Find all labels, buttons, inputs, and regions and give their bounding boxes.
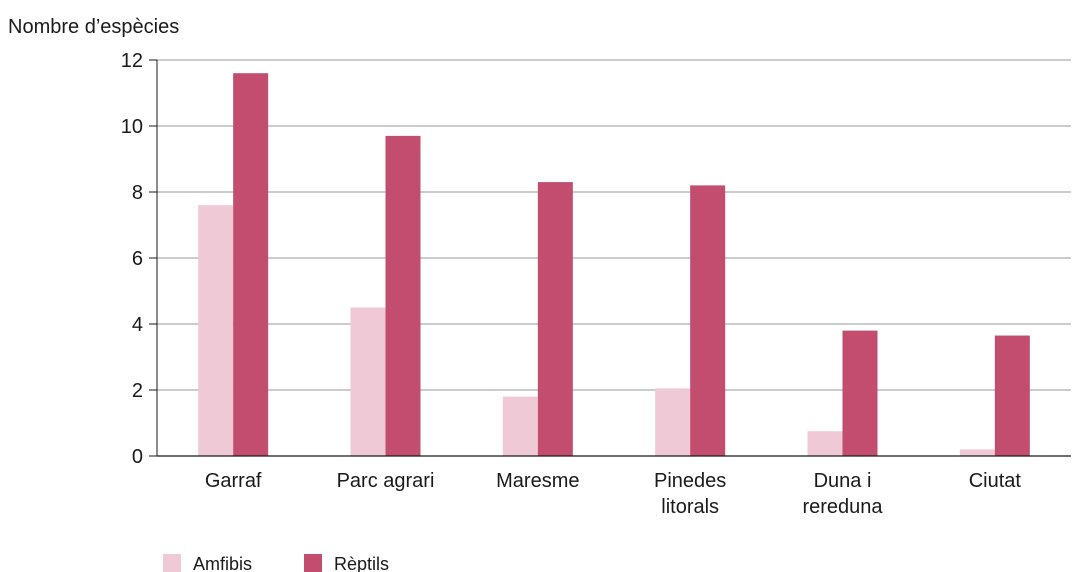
category-label-line: litorals [661, 496, 719, 518]
legend-label: Amfibis [193, 554, 252, 572]
category-label-line: Garraf [205, 470, 262, 492]
bar-rèptils-5 [994, 335, 1030, 456]
legend-label: Rèptils [334, 554, 389, 572]
bar-amfibis-4 [807, 431, 843, 456]
category-label-line: Pinedes [654, 470, 726, 492]
category-label-line: Duna i [814, 470, 872, 492]
category-label: Ciutat [969, 470, 1022, 492]
bar-rèptils-3 [690, 185, 726, 456]
category-label: Duna i rereduna [802, 470, 883, 518]
y-tick-label: 2 [132, 380, 143, 402]
gridlines [157, 59, 1071, 391]
y-tick-label: 8 [132, 182, 143, 204]
y-tick-label: 6 [132, 248, 143, 270]
bar-rèptils-4 [842, 330, 878, 456]
bar-rèptils-1 [385, 135, 421, 456]
category-label: Maresme [496, 470, 579, 492]
bar-amfibis-2 [502, 396, 538, 456]
category-label: Garraf [205, 470, 262, 492]
legend: Amfibis Rèptils [163, 554, 389, 572]
bar-amfibis-1 [350, 307, 386, 456]
legend-swatch-rèptils [304, 554, 322, 572]
y-tick-label: 4 [132, 314, 143, 336]
bars [198, 73, 1030, 456]
category-label: Pinedes litorals [654, 470, 726, 518]
y-tick-label: 12 [121, 50, 143, 72]
y-tick-label: 0 [132, 446, 143, 468]
category-label: Parc agrari [337, 470, 435, 492]
legend-swatch-amfibis [163, 554, 181, 572]
category-label-line: Ciutat [969, 470, 1022, 492]
category-label-line: Parc agrari [337, 470, 435, 492]
bar-amfibis-5 [959, 449, 995, 456]
y-axis-label: Nombre d’espècies [8, 16, 179, 38]
bar-amfibis-0 [198, 205, 234, 456]
category-label-line: rereduna [802, 496, 883, 518]
bar-amfibis-3 [655, 388, 691, 456]
bar-rèptils-0 [233, 73, 269, 456]
y-axis-ticks: 0 2 4 6 8 10 12 [121, 50, 158, 468]
category-labels: Garraf Parc agrari Maresme Pinedes litorals D… [205, 470, 1022, 518]
bar-rèptils-2 [537, 182, 573, 456]
y-tick-label: 10 [121, 116, 143, 138]
category-label-line: Maresme [496, 470, 579, 492]
